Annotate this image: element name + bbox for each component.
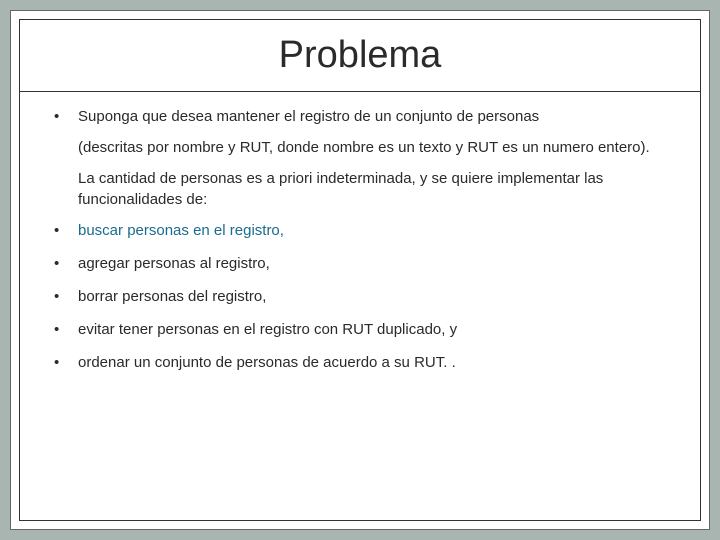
list-item-text: agregar personas al registro, [78,253,666,274]
slide-inner-frame: Problema • Suponga que desea mantener el… [19,19,701,521]
desc-text: (descritas por nombre y RUT, donde nombr… [78,137,666,158]
list-item-text: borrar personas del registro, [78,286,666,307]
lead-text: La cantidad de personas es a priori inde… [78,168,666,210]
list-item-text: buscar personas en el registro, [78,220,666,241]
intro-row: • Suponga que desea mantener el registro… [54,106,666,127]
bullet-icon: • [54,253,78,274]
slide-content: • Suponga que desea mantener el registro… [48,106,672,373]
bullet-icon: • [54,286,78,307]
slide-title: Problema [48,34,672,77]
items-list: •buscar personas en el registro,•agregar… [54,220,666,373]
bullet-icon: • [54,352,78,373]
list-item: •borrar personas del registro, [54,286,666,307]
list-item: •buscar personas en el registro, [54,220,666,241]
bullet-icon: • [54,220,78,241]
list-item: •ordenar un conjunto de personas de acue… [54,352,666,373]
intro-text: Suponga que desea mantener el registro d… [78,106,666,127]
title-divider [20,91,700,92]
slide-outer-frame: Problema • Suponga que desea mantener el… [10,10,710,530]
bullet-icon: • [54,106,78,127]
list-item-text: evitar tener personas en el registro con… [78,319,666,340]
list-item-text: ordenar un conjunto de personas de acuer… [78,352,666,373]
list-item: •evitar tener personas en el registro co… [54,319,666,340]
list-item: •agregar personas al registro, [54,253,666,274]
bullet-icon: • [54,319,78,340]
